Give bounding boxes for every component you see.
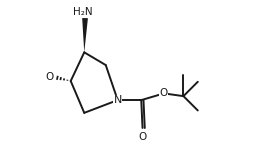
Text: O: O bbox=[139, 132, 147, 142]
Text: H₂N: H₂N bbox=[73, 6, 92, 17]
Text: N: N bbox=[113, 95, 122, 105]
Text: O: O bbox=[45, 72, 53, 82]
Text: O: O bbox=[159, 88, 167, 98]
Polygon shape bbox=[82, 18, 88, 52]
